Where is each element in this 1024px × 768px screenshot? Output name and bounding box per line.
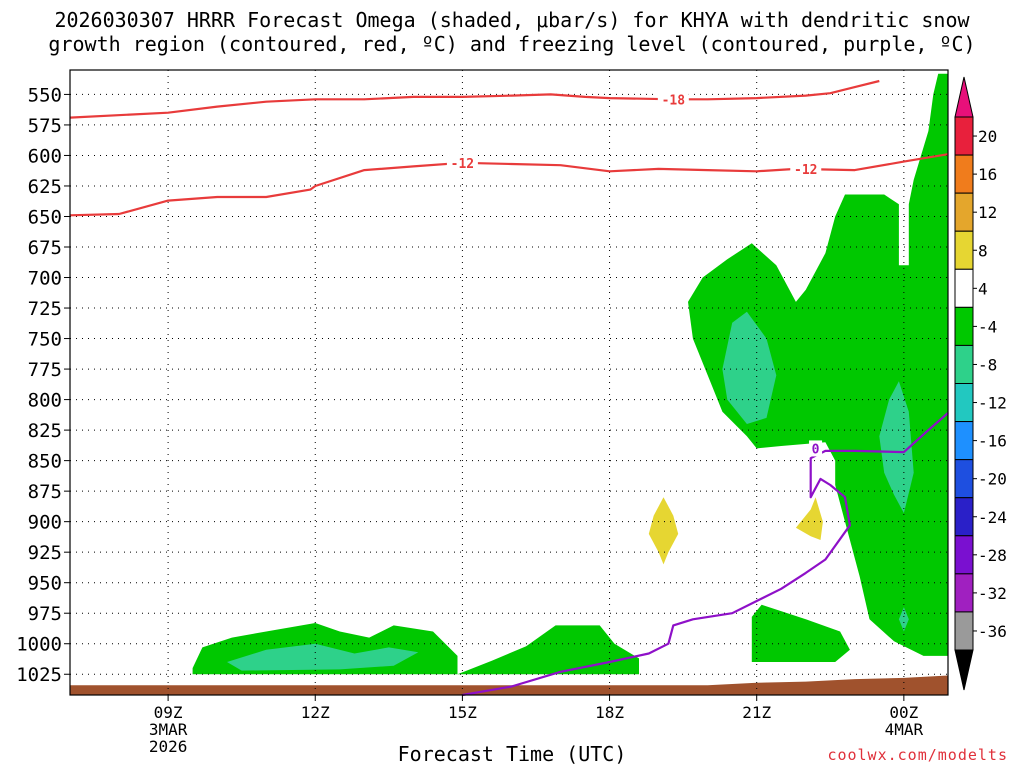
colorbar-label-6: -8 bbox=[978, 355, 997, 374]
xtick-label-18Z: 18Z bbox=[595, 703, 624, 722]
xtick-label-09Z: 09Z bbox=[154, 703, 183, 722]
ytick-label-600: 600 bbox=[28, 145, 62, 167]
colorbar-label-5: -4 bbox=[978, 317, 997, 336]
colorbar-swatch-12 bbox=[954, 573, 974, 613]
omega-region-2 bbox=[457, 625, 639, 675]
omega-region-6 bbox=[227, 643, 419, 671]
colorbar-label-3: 8 bbox=[978, 241, 988, 260]
omega-region-8 bbox=[648, 497, 679, 565]
colorbar-bottom-arrow bbox=[954, 649, 974, 691]
colorbar-swatch-1 bbox=[954, 154, 974, 194]
ytick-label-875: 875 bbox=[28, 481, 62, 503]
colorbar-swatch-6 bbox=[954, 344, 974, 384]
credit-text: coolwx.com/modelts bbox=[827, 746, 1008, 764]
colorbar-top-arrow bbox=[954, 76, 974, 118]
colorbar-swatch-11 bbox=[954, 535, 974, 575]
ytick-label-900: 900 bbox=[28, 512, 62, 534]
omega-region-9 bbox=[795, 497, 823, 540]
colorbar-label-11: -28 bbox=[978, 546, 1007, 565]
omega-region-0 bbox=[688, 73, 948, 656]
contour-label--12-b: -12 bbox=[794, 163, 817, 178]
shaded-regions bbox=[70, 73, 948, 695]
xtick-label-00Z: 00Z bbox=[889, 703, 918, 722]
contour-line--18 bbox=[69, 79, 880, 119]
ytick-label-775: 775 bbox=[28, 359, 62, 381]
ytick-label-800: 800 bbox=[28, 390, 62, 412]
contour-label-0: 0 bbox=[812, 442, 820, 457]
colorbar-swatch-7 bbox=[954, 383, 974, 423]
colorbar-swatch-9 bbox=[954, 459, 974, 499]
colorbar-label-8: -16 bbox=[978, 432, 1007, 451]
contour-label-bg bbox=[657, 91, 689, 108]
colorbar-swatch-4 bbox=[954, 268, 974, 308]
ytick-label-725: 725 bbox=[28, 298, 62, 320]
omega-region-5 bbox=[879, 381, 914, 514]
ytick-label-925: 925 bbox=[28, 542, 62, 564]
colorbar-swatch-3 bbox=[954, 230, 974, 270]
contour-label--12: -12 bbox=[451, 157, 474, 172]
colorbar-label-10: -24 bbox=[978, 508, 1007, 527]
colorbar-swatch-8 bbox=[954, 421, 974, 461]
colorbar-swatch-10 bbox=[954, 497, 974, 537]
grid-lines bbox=[70, 70, 948, 695]
xtick-label-12Z: 12Z bbox=[301, 703, 330, 722]
colorbar-label-9: -20 bbox=[978, 470, 1007, 489]
contour-label-bg bbox=[790, 160, 822, 177]
ytick-label-575: 575 bbox=[28, 115, 62, 137]
chart-title-line-2: growth region (contoured, red, ºC) and f… bbox=[48, 32, 976, 56]
colorbar-label-4: 4 bbox=[978, 279, 988, 298]
ytick-label-625: 625 bbox=[28, 176, 62, 198]
xtick-date-00Z: 4MAR bbox=[885, 720, 924, 739]
contour-label-bg bbox=[446, 154, 478, 171]
colorbar-label-7: -12 bbox=[978, 394, 1007, 413]
colorbar-swatch-5 bbox=[954, 306, 974, 346]
contour-lines: -18 -12 -12 0 bbox=[69, 79, 949, 697]
contour-label-bg bbox=[809, 440, 823, 457]
colorbar-swatch-0 bbox=[954, 116, 974, 156]
contour-line--12 bbox=[69, 153, 949, 217]
ytick-label-975: 975 bbox=[28, 603, 62, 625]
colorbar-label-13: -36 bbox=[978, 622, 1007, 641]
colorbar-swatch-2 bbox=[954, 192, 974, 232]
xtick-label-15Z: 15Z bbox=[448, 703, 477, 722]
ytick-label-950: 950 bbox=[28, 573, 62, 595]
ytick-label-675: 675 bbox=[28, 237, 62, 259]
ytick-label-750: 750 bbox=[28, 329, 62, 351]
colorbar-label-1: 16 bbox=[978, 165, 997, 184]
omega-region-7 bbox=[898, 607, 909, 632]
ytick-label-700: 700 bbox=[28, 268, 62, 290]
omega-region-4 bbox=[722, 311, 777, 424]
xtick-date-09Z: 3MAR bbox=[149, 720, 188, 739]
colorbar-label-0: 20 bbox=[978, 127, 997, 146]
ytick-label-550: 550 bbox=[28, 84, 62, 106]
plot-frame bbox=[69, 69, 949, 696]
xtick-year-09Z: 2026 bbox=[149, 737, 188, 756]
ground-terrain bbox=[70, 675, 948, 695]
colorbar: 20 16 12 8 4 -4 -8 -12 -16 -20 -24 -28 -32 -36 bbox=[954, 76, 1007, 691]
x-axis-label: Forecast Time (UTC) bbox=[397, 742, 627, 766]
ytick-label-850: 850 bbox=[28, 451, 62, 473]
chart-title-line-1: 2026030307 HRRR Forecast Omega (shaded, … bbox=[54, 8, 970, 32]
colorbar-label-2: 12 bbox=[978, 203, 997, 222]
omega-region-3 bbox=[751, 604, 850, 662]
ytick-label-825: 825 bbox=[28, 420, 62, 442]
contour-line-0 bbox=[462, 412, 949, 697]
ytick-label-1025: 1025 bbox=[16, 664, 62, 686]
colorbar-swatch-13 bbox=[954, 611, 974, 651]
ytick-label-1000: 1000 bbox=[16, 634, 62, 656]
colorbar-label-12: -32 bbox=[978, 584, 1007, 603]
axes: 550 575 600 625 650 675 700 725 750 775 800 825 850 8… bbox=[16, 69, 949, 756]
contour-label--18: -18 bbox=[662, 93, 686, 108]
xtick-label-21Z: 21Z bbox=[742, 703, 771, 722]
ytick-label-650: 650 bbox=[28, 206, 62, 228]
